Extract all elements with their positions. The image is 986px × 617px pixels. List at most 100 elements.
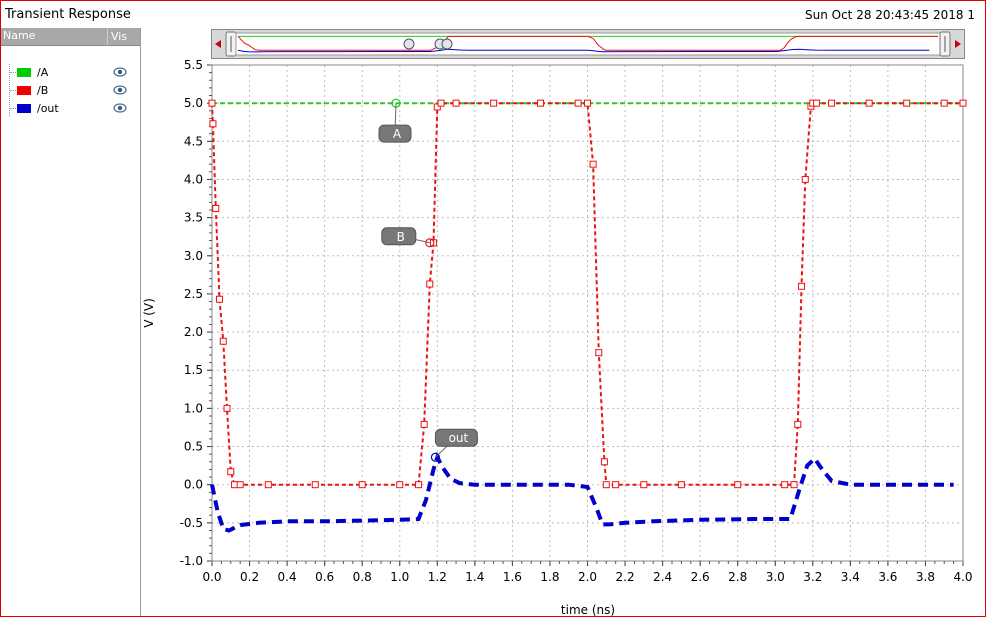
y-tick-label: 2.0 bbox=[184, 325, 203, 339]
x-axis-label: time (ns) bbox=[561, 603, 615, 616]
eye-icon[interactable] bbox=[113, 84, 127, 96]
data-point-b bbox=[612, 481, 620, 489]
data-point-b bbox=[595, 349, 603, 357]
legend-label-out: /out bbox=[37, 102, 59, 115]
x-tick-label: 0.0 bbox=[202, 570, 221, 584]
signal-legend-panel: Name Vis /A /B /out bbox=[1, 28, 141, 616]
data-point-b bbox=[420, 420, 428, 428]
data-point-b bbox=[231, 481, 239, 489]
axes: 0.0 0.2 0.4 0.6 0.8 1.0 1.2 1.4 1.6 1.8 2.0 2.2 2.4 2… bbox=[180, 58, 973, 584]
overview-marker[interactable] bbox=[441, 38, 453, 50]
legend-swatch-out bbox=[17, 104, 31, 113]
x-tick-label: 1.0 bbox=[390, 570, 409, 584]
y-tick-label: 1.5 bbox=[184, 363, 203, 377]
x-tick-label: 3.4 bbox=[841, 570, 860, 584]
scroll-right-arrow[interactable] bbox=[955, 40, 961, 48]
tree-connector bbox=[9, 82, 16, 99]
plot-area[interactable]: 0.0 0.2 0.4 0.6 0.8 1.0 1.2 1.4 1.6 1.8 2.0 2.2 2.4 2… bbox=[141, 58, 983, 616]
data-point-b bbox=[537, 99, 545, 107]
data-point-b bbox=[437, 99, 445, 107]
data-point-b bbox=[602, 481, 610, 489]
x-tick-label: 1.4 bbox=[465, 570, 484, 584]
traces bbox=[208, 99, 967, 533]
data-point-b bbox=[574, 99, 582, 107]
y-tick-label: -0.5 bbox=[180, 516, 203, 530]
x-tick-label: 2.0 bbox=[578, 570, 597, 584]
y-tick-label: 4.5 bbox=[184, 134, 203, 148]
legend-swatch-b bbox=[17, 86, 31, 95]
y-tick-label: 4.0 bbox=[184, 172, 203, 186]
annotation-label: B bbox=[397, 230, 405, 244]
data-point-b bbox=[209, 120, 217, 128]
data-point-b bbox=[640, 481, 648, 489]
data-point-b bbox=[828, 99, 836, 107]
x-tick-label: 0.6 bbox=[315, 570, 334, 584]
annotation-box bbox=[381, 227, 417, 246]
x-tick-label: 1.8 bbox=[540, 570, 559, 584]
data-point-b bbox=[216, 295, 224, 303]
data-point-b bbox=[433, 103, 441, 111]
x-tick-label: 1.2 bbox=[428, 570, 447, 584]
data-point-b bbox=[959, 99, 967, 107]
y-tick-label: 1.0 bbox=[184, 401, 203, 415]
data-point-b bbox=[311, 481, 319, 489]
x-tick-label: 3.0 bbox=[766, 570, 785, 584]
legend-item-b[interactable]: /B bbox=[1, 82, 140, 99]
y-tick-label: 5.5 bbox=[184, 58, 203, 72]
data-point-b bbox=[223, 404, 231, 412]
series-line-out bbox=[210, 451, 954, 533]
x-tick-label: 0.8 bbox=[353, 570, 372, 584]
x-tick-label: 3.2 bbox=[803, 570, 822, 584]
tree-connector bbox=[9, 100, 16, 117]
data-point-b bbox=[589, 160, 597, 168]
x-tick-label: 2.8 bbox=[728, 570, 747, 584]
data-point-b bbox=[490, 99, 498, 107]
data-point-b bbox=[264, 481, 272, 489]
data-point-b bbox=[358, 481, 366, 489]
window-datetime: Sun Oct 28 20:43:45 2018 1 bbox=[805, 8, 975, 22]
x-tick-label: 0.4 bbox=[278, 570, 297, 584]
annotation-label: out bbox=[449, 431, 469, 445]
x-tick-label: 0.2 bbox=[240, 570, 259, 584]
data-point-b bbox=[236, 481, 244, 489]
data-point-b bbox=[865, 99, 873, 107]
y-tick-label: 0.5 bbox=[184, 440, 203, 454]
overview-line-out bbox=[237, 48, 930, 53]
x-tick-label: 3.8 bbox=[916, 570, 935, 584]
eye-icon[interactable] bbox=[113, 66, 127, 78]
x-tick-label: 1.6 bbox=[503, 570, 522, 584]
overview-marker[interactable] bbox=[403, 38, 415, 50]
annotation-label: A bbox=[393, 127, 402, 141]
data-point-b bbox=[208, 99, 216, 107]
data-point-b bbox=[584, 99, 591, 107]
overview-scrollbar[interactable] bbox=[211, 29, 965, 59]
x-tick-label: 2.6 bbox=[691, 570, 710, 584]
data-point-b bbox=[801, 175, 809, 183]
data-point-b bbox=[781, 481, 789, 489]
legend-item-a[interactable]: /A bbox=[1, 64, 140, 81]
y-tick-label: 0.0 bbox=[184, 478, 203, 492]
y-tick-label: -1.0 bbox=[180, 554, 203, 568]
annotation-box bbox=[378, 124, 412, 143]
legend-column-name[interactable]: Name bbox=[3, 29, 36, 42]
legend-column-vis[interactable]: Vis bbox=[107, 28, 127, 45]
data-point-b bbox=[600, 458, 608, 466]
data-point-b bbox=[396, 481, 404, 489]
x-tick-label: 3.6 bbox=[878, 570, 897, 584]
data-point-b bbox=[227, 468, 235, 476]
x-tick-label: 2.2 bbox=[616, 570, 635, 584]
data-point-b bbox=[798, 282, 806, 290]
legend-label-b: /B bbox=[37, 84, 49, 97]
data-point-b bbox=[903, 99, 911, 107]
eye-icon[interactable] bbox=[113, 102, 127, 114]
data-point-b bbox=[452, 99, 460, 107]
data-point-b bbox=[940, 99, 948, 107]
annotation-marker bbox=[430, 452, 441, 462]
legend-item-out[interactable]: /out bbox=[1, 100, 140, 117]
data-point-b bbox=[219, 337, 227, 345]
x-tick-label: 2.4 bbox=[653, 570, 672, 584]
scroll-left-arrow[interactable] bbox=[215, 40, 221, 48]
y-tick-label: 3.5 bbox=[184, 211, 203, 225]
